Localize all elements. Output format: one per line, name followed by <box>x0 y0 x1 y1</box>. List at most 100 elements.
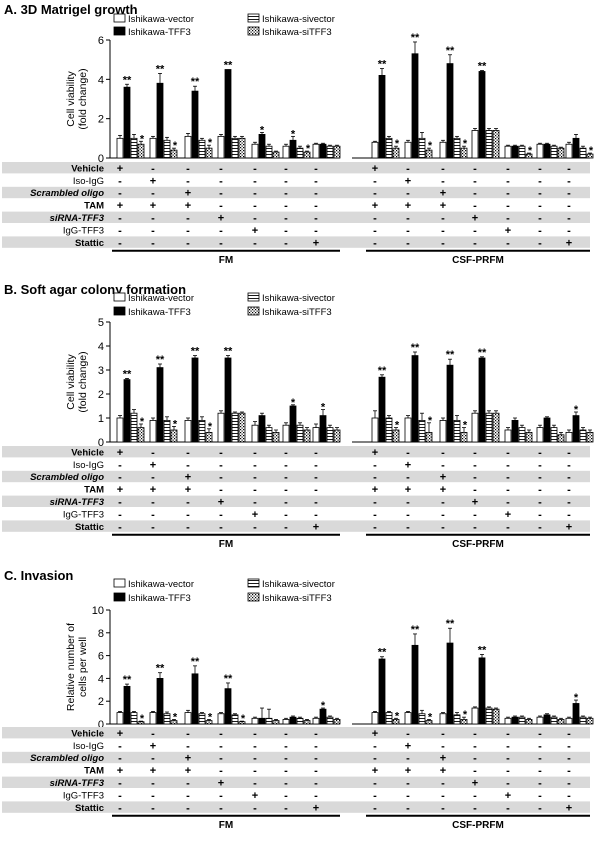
bar <box>579 147 587 159</box>
panel-2: B. Soft agar colony formationIshikawa-ve… <box>2 282 594 550</box>
treatment-mark: - <box>567 790 571 802</box>
treatment-mark: - <box>538 740 542 752</box>
bar <box>130 712 138 725</box>
bar <box>511 419 519 443</box>
treatment-mark: - <box>506 802 510 814</box>
treatment-mark: - <box>284 188 288 200</box>
treatment-mark: - <box>219 225 223 237</box>
treatment-mark: - <box>473 509 477 521</box>
treatment-mark: - <box>567 728 571 740</box>
treatment-mark: - <box>441 497 445 509</box>
panel-title: C. Invasion <box>4 568 73 583</box>
row-shade <box>2 236 590 248</box>
treatment-mark: - <box>314 753 318 765</box>
treatment-mark: - <box>506 740 510 752</box>
treatment-mark: - <box>538 802 542 814</box>
treatment-mark: - <box>314 509 318 521</box>
treatment-mark: + <box>252 509 258 521</box>
bar <box>485 412 493 443</box>
treatment-mark: - <box>406 447 410 459</box>
significance-mark: ** <box>378 59 387 71</box>
treatment-mark: - <box>538 484 542 496</box>
treatment-mark: + <box>372 163 378 175</box>
bar <box>184 712 192 725</box>
treatment-mark: - <box>118 753 122 765</box>
treatment-mark: - <box>314 447 318 459</box>
bar <box>251 717 259 725</box>
bar <box>205 431 213 443</box>
treatment-mark: - <box>441 778 445 790</box>
treatment-mark: - <box>506 175 510 187</box>
treatment-mark: - <box>441 790 445 802</box>
treatment-table: Vehicle + - - - - - - + - - - - - -Iso-IgG - + - - - - - - + - - -… <box>2 727 590 814</box>
bar <box>217 412 225 443</box>
bar <box>272 720 280 725</box>
treatment-mark: - <box>506 200 510 212</box>
treatment-mark: - <box>284 778 288 790</box>
significance-mark: * <box>428 415 433 427</box>
bar <box>504 717 512 725</box>
treatment-mark: + <box>150 484 156 496</box>
row-label: Vehicle <box>71 728 104 739</box>
y-tick-label: 3 <box>98 365 104 377</box>
legend-swatch-4 <box>247 592 260 602</box>
treatment-mark: + <box>405 200 411 212</box>
bar <box>418 137 426 159</box>
y-axis-label-line: (fold change) <box>77 351 89 412</box>
treatment-mark: - <box>538 163 542 175</box>
row-label: Stattic <box>75 803 104 814</box>
bar <box>312 427 320 443</box>
treatment-mark: - <box>538 188 542 200</box>
y-axis-label-line: Cell viability <box>65 71 77 127</box>
bar <box>385 417 393 443</box>
treatment-mark: - <box>151 728 155 740</box>
treatment-table: Vehicle + - - - - - - + - - - - - -Iso-IgG - + - - - - - - + - - -… <box>2 162 590 249</box>
bar <box>272 431 280 443</box>
treatment-mark: - <box>253 484 257 496</box>
y-axis-label-line: Relative number of <box>65 623 77 711</box>
treatment-mark: - <box>373 225 377 237</box>
treatment-mark: + <box>440 484 446 496</box>
treatment-mark: - <box>506 484 510 496</box>
treatment-mark: - <box>253 447 257 459</box>
bar <box>333 429 341 443</box>
treatment-mark: + <box>405 765 411 777</box>
significance-mark: ** <box>446 349 455 361</box>
treatment-mark: - <box>284 200 288 212</box>
significance-mark: ** <box>191 346 200 358</box>
bar <box>371 417 379 443</box>
legend-label-3: Ishikawa-sivector <box>262 14 335 25</box>
bar <box>557 147 565 159</box>
row-label: Stattic <box>75 238 104 249</box>
treatment-mark: + <box>505 790 511 802</box>
row-label: TAM <box>84 485 104 496</box>
treatment-mark: - <box>406 802 410 814</box>
treatment-mark: + <box>472 213 478 225</box>
significance-mark: ** <box>411 342 420 354</box>
legend-swatch-2 <box>113 26 126 36</box>
treatment-mark: + <box>505 509 511 521</box>
treatment-mark: - <box>118 213 122 225</box>
treatment-mark: - <box>441 509 445 521</box>
y-tick-label: 0 <box>98 437 104 449</box>
treatment-mark: - <box>219 175 223 187</box>
legend-label-4: Ishikawa-siTFF3 <box>262 307 332 318</box>
treatment-mark: + <box>218 213 224 225</box>
significance-mark: ** <box>378 647 387 659</box>
treatment-mark: - <box>284 765 288 777</box>
significance-mark: ** <box>478 644 487 656</box>
significance-mark: * <box>140 713 145 725</box>
treatment-mark: - <box>506 188 510 200</box>
treatment-mark: - <box>118 459 122 471</box>
treatment-mark: - <box>219 753 223 765</box>
significance-mark: * <box>208 421 213 433</box>
bar <box>156 82 164 159</box>
bar <box>518 716 526 725</box>
treatment-mark: + <box>185 765 191 777</box>
treatment-mark: - <box>186 237 190 249</box>
bar <box>282 424 290 443</box>
treatment-mark: - <box>506 728 510 740</box>
treatment-mark: + <box>150 459 156 471</box>
treatment-mark: - <box>373 188 377 200</box>
treatment-mark: - <box>219 509 223 521</box>
